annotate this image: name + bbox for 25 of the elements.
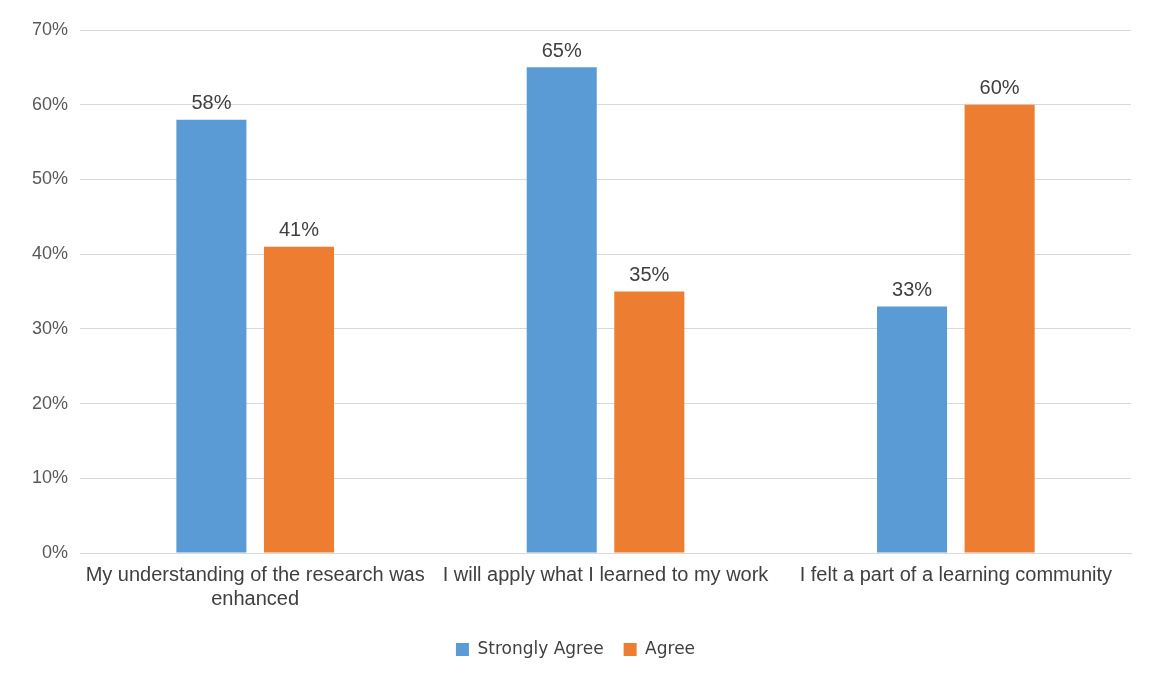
y-tick-label: 70% <box>32 18 69 39</box>
y-tick-label: 0% <box>42 541 69 562</box>
legend-label: Agree <box>645 637 696 658</box>
bar <box>176 119 247 553</box>
data-label: 60% <box>979 76 1020 99</box>
data-label: 41% <box>278 218 320 241</box>
legend-label: Strongly Agree <box>477 637 604 658</box>
bar <box>614 291 685 553</box>
y-tick-label: 40% <box>32 243 69 264</box>
bar <box>526 67 597 553</box>
x-tick-label: I will apply what I learned to my work <box>442 562 770 585</box>
data-label: 35% <box>629 263 670 286</box>
data-label: 65% <box>541 38 582 61</box>
y-tick-label: 10% <box>32 467 69 488</box>
y-tick-label: 30% <box>32 317 69 338</box>
data-label: 33% <box>892 277 933 300</box>
y-tick-label: 50% <box>32 168 69 189</box>
bar <box>877 306 948 553</box>
y-tick-label: 20% <box>32 392 69 413</box>
y-tick-label: 60% <box>32 93 69 114</box>
bar <box>263 246 335 553</box>
data-label: 58% <box>191 91 232 114</box>
bar <box>964 104 1035 553</box>
x-tick-label: My understanding of the research was enhanced <box>85 562 425 609</box>
x-tick-label: I felt a part of a learning community <box>799 562 1113 585</box>
